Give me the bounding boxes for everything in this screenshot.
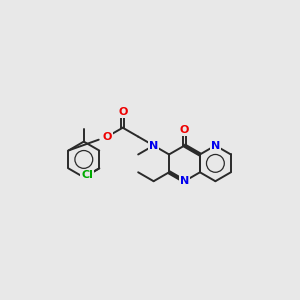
Text: Cl: Cl	[81, 169, 93, 180]
Text: N: N	[211, 140, 220, 151]
Text: O: O	[180, 125, 189, 135]
Text: O: O	[118, 107, 128, 117]
Text: N: N	[180, 176, 189, 186]
Text: O: O	[103, 132, 112, 142]
Text: N: N	[149, 140, 158, 151]
